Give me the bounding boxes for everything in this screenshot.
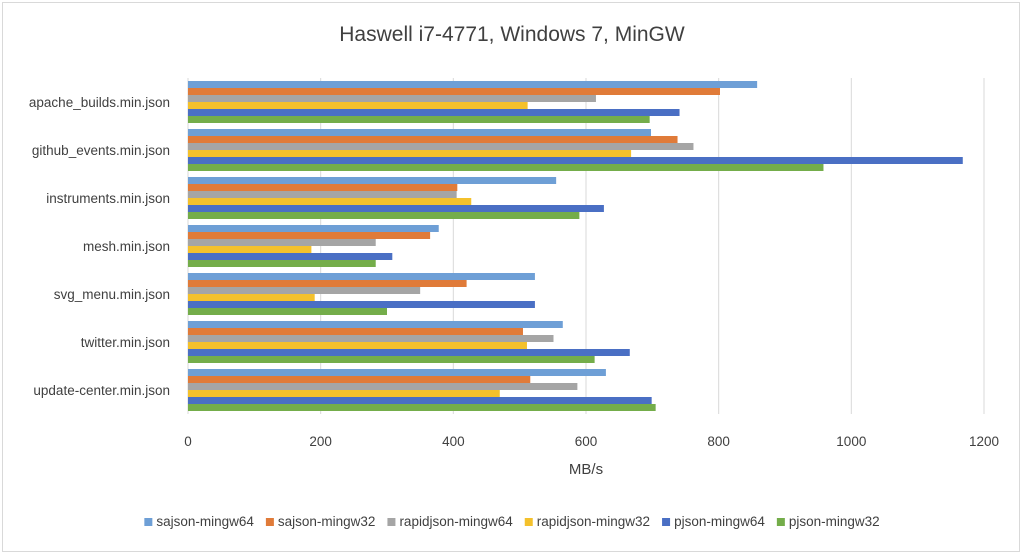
x-tick-label: 600 bbox=[575, 434, 598, 449]
bar-rapidjson-mingw32-1 bbox=[188, 150, 632, 157]
legend-swatch bbox=[144, 518, 153, 526]
bar-pjson-mingw32-0 bbox=[188, 116, 650, 123]
bar-sajson-mingw32-5 bbox=[188, 328, 523, 335]
category-label: instruments.min.json bbox=[46, 191, 170, 206]
bar-sajson-mingw64-0 bbox=[188, 81, 758, 88]
category-label: mesh.min.json bbox=[83, 239, 170, 254]
bar-rapidjson-mingw64-1 bbox=[188, 143, 694, 150]
bar-pjson-mingw32-5 bbox=[188, 356, 595, 363]
legend-label: sajson-mingw64 bbox=[156, 514, 254, 529]
bar-rapidjson-mingw64-0 bbox=[188, 95, 596, 102]
bar-sajson-mingw32-6 bbox=[188, 376, 531, 383]
bar-sajson-mingw32-1 bbox=[188, 136, 678, 143]
x-axis-title: MB/s bbox=[569, 461, 603, 478]
x-tick-label: 0 bbox=[184, 434, 192, 449]
bar-rapidjson-mingw32-0 bbox=[188, 102, 528, 109]
legend-swatch bbox=[265, 518, 274, 526]
bar-sajson-mingw32-3 bbox=[188, 232, 431, 239]
category-labels: apache_builds.min.json github_events.min.… bbox=[29, 95, 170, 398]
bar-sajson-mingw64-4 bbox=[188, 273, 535, 280]
legend-swatch bbox=[524, 518, 533, 526]
bar-sajson-mingw64-5 bbox=[188, 321, 563, 328]
bar-rapidjson-mingw32-3 bbox=[188, 246, 312, 253]
bar-pjson-mingw32-3 bbox=[188, 260, 376, 267]
bar-pjson-mingw64-5 bbox=[188, 349, 630, 356]
legend-swatch bbox=[387, 518, 396, 526]
legend-label: rapidjson-mingw32 bbox=[537, 514, 650, 529]
category-label: twitter.min.json bbox=[81, 335, 170, 350]
bar-sajson-mingw32-4 bbox=[188, 280, 467, 287]
bar-pjson-mingw64-6 bbox=[188, 397, 652, 404]
bars bbox=[188, 81, 963, 411]
category-label: update-center.min.json bbox=[33, 383, 170, 398]
x-tick-label: 1200 bbox=[969, 434, 999, 449]
x-tick-label: 1000 bbox=[836, 434, 866, 449]
legend-item: pjson-mingw64 bbox=[662, 514, 765, 529]
bar-rapidjson-mingw32-5 bbox=[188, 342, 527, 349]
bar-sajson-mingw64-6 bbox=[188, 369, 606, 376]
bar-rapidjson-mingw32-4 bbox=[188, 294, 315, 301]
x-tick-label: 200 bbox=[309, 434, 332, 449]
x-tick-label: 400 bbox=[442, 434, 465, 449]
bar-sajson-mingw64-1 bbox=[188, 129, 652, 136]
x-tick-label: 800 bbox=[707, 434, 730, 449]
bar-sajson-mingw64-3 bbox=[188, 225, 439, 232]
legend-item: sajson-mingw64 bbox=[144, 514, 254, 529]
legend-label: pjson-mingw32 bbox=[789, 514, 880, 529]
bar-pjson-mingw32-1 bbox=[188, 164, 824, 171]
category-label: svg_menu.min.json bbox=[54, 287, 170, 302]
bar-rapidjson-mingw64-6 bbox=[188, 383, 578, 390]
bar-sajson-mingw64-2 bbox=[188, 177, 557, 184]
legend-item: sajson-mingw32 bbox=[265, 514, 376, 529]
category-label: github_events.min.json bbox=[32, 143, 170, 158]
bar-rapidjson-mingw32-2 bbox=[188, 198, 472, 205]
legend-label: sajson-mingw32 bbox=[278, 514, 376, 529]
bar-pjson-mingw64-4 bbox=[188, 301, 535, 308]
bar-rapidjson-mingw64-5 bbox=[188, 335, 554, 342]
chart-title: Haswell i7-4771, Windows 7, MinGW bbox=[339, 23, 685, 46]
legend-swatch bbox=[662, 518, 671, 526]
legend: sajson-mingw64 sajson-mingw32 rapidjson-mi… bbox=[144, 514, 880, 529]
bar-rapidjson-mingw64-3 bbox=[188, 239, 376, 246]
bar-rapidjson-mingw64-2 bbox=[188, 191, 457, 198]
bar-pjson-mingw64-1 bbox=[188, 157, 963, 164]
bar-sajson-mingw32-0 bbox=[188, 88, 720, 95]
bar-rapidjson-mingw32-6 bbox=[188, 390, 500, 397]
legend-item: pjson-mingw32 bbox=[776, 514, 880, 529]
legend-item: rapidjson-mingw32 bbox=[524, 514, 650, 529]
legend-label: pjson-mingw64 bbox=[674, 514, 765, 529]
tick-labels: 0 200 400 600 800 1000 1200 bbox=[184, 434, 999, 449]
bar-pjson-mingw32-2 bbox=[188, 212, 580, 219]
bar-pjson-mingw64-3 bbox=[188, 253, 393, 260]
bar-pjson-mingw64-2 bbox=[188, 205, 604, 212]
legend-swatch bbox=[776, 518, 785, 526]
bar-rapidjson-mingw64-4 bbox=[188, 287, 421, 294]
bar-sajson-mingw32-2 bbox=[188, 184, 458, 191]
bar-pjson-mingw64-0 bbox=[188, 109, 680, 116]
category-label: apache_builds.min.json bbox=[29, 95, 170, 110]
bar-pjson-mingw32-4 bbox=[188, 308, 387, 315]
bar-pjson-mingw32-6 bbox=[188, 404, 656, 411]
legend-item: rapidjson-mingw64 bbox=[387, 514, 513, 529]
legend-label: rapidjson-mingw64 bbox=[399, 514, 513, 529]
